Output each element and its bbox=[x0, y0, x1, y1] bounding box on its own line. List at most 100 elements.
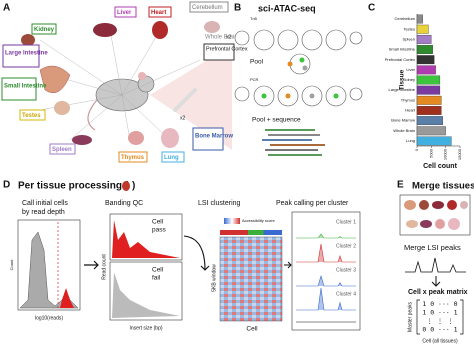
bar bbox=[416, 116, 443, 126]
step-title: Call initial cells bbox=[22, 200, 68, 207]
x-tick-label: 15000 bbox=[457, 148, 462, 160]
color-scale bbox=[224, 218, 240, 224]
group-label: Cell bbox=[152, 219, 164, 226]
tissue-label: Cerebellum bbox=[192, 5, 223, 11]
bar bbox=[416, 65, 436, 75]
panel-label: C bbox=[368, 3, 375, 14]
kidney-icon bbox=[21, 34, 35, 46]
label-box bbox=[192, 127, 224, 151]
axis-title: Tissue bbox=[399, 69, 406, 90]
multiplier: x2 bbox=[226, 34, 232, 40]
lines bbox=[39, 29, 201, 141]
x-tick-label: 0 bbox=[414, 148, 419, 151]
peak-tracks: Cluster 1 Cluster 2 Cluster 3 Cluster 4 bbox=[296, 219, 356, 323]
step-label: Pool bbox=[250, 59, 264, 66]
matrix-bracket bbox=[416, 299, 464, 335]
step-title: Peak calling per cluster bbox=[276, 200, 349, 207]
lung-icon bbox=[161, 128, 179, 148]
multiplier: x2 bbox=[180, 115, 186, 121]
label-box bbox=[148, 6, 172, 18]
axis-title: Cell bbox=[246, 326, 258, 333]
wells bbox=[234, 29, 363, 107]
tissue-label: Liver bbox=[117, 10, 132, 16]
category-label: Heart bbox=[405, 108, 416, 113]
category-label: Thymus bbox=[401, 97, 415, 102]
reads bbox=[262, 129, 325, 156]
label-box bbox=[189, 1, 229, 13]
merged-peaks bbox=[405, 257, 466, 273]
tissue-label: Testes bbox=[22, 113, 41, 119]
bar bbox=[416, 95, 442, 105]
histogram bbox=[19, 231, 79, 309]
panel-label: A bbox=[3, 3, 10, 14]
peak-track bbox=[296, 243, 356, 263]
tissue-label: Kidney bbox=[34, 27, 55, 33]
heart-icon bbox=[152, 21, 168, 39]
label-box bbox=[49, 143, 76, 155]
category-label: Bone Marrow bbox=[391, 118, 415, 123]
legend-title: Accessibility score bbox=[242, 218, 275, 223]
step-title: Cell x peak matrix bbox=[408, 289, 468, 296]
panel-label: B bbox=[234, 3, 241, 14]
plot-frame bbox=[291, 211, 361, 331]
bar bbox=[416, 126, 446, 136]
label-box bbox=[2, 44, 40, 68]
cluster-label: Cluster 4 bbox=[336, 291, 356, 297]
axis-title: Cell (all tissues) bbox=[422, 338, 458, 344]
cluster-label: Cluster 3 bbox=[336, 267, 356, 273]
bar bbox=[416, 24, 429, 34]
mouse-ear bbox=[138, 72, 146, 80]
step-label: Pool + sequence bbox=[252, 117, 301, 124]
arrow bbox=[284, 261, 292, 269]
step-title: by read depth bbox=[22, 209, 65, 216]
bar bbox=[416, 55, 435, 65]
label-box bbox=[161, 151, 185, 163]
intestine-icon bbox=[39, 65, 71, 94]
brain-icon bbox=[204, 21, 220, 33]
heatmap bbox=[219, 236, 283, 322]
arrow bbox=[84, 260, 99, 270]
peak-track bbox=[296, 274, 356, 287]
cluster-label: Cluster 2 bbox=[336, 243, 356, 249]
bar bbox=[416, 14, 423, 24]
tissue-label: Small Intestine bbox=[4, 84, 47, 90]
spleen-icon bbox=[72, 135, 92, 145]
bar-chart: 0 5000 10000 15000 Cerebellum Testes Spleen Sma… bbox=[385, 14, 462, 160]
tissue-label: Prefrontal Cortex bbox=[206, 46, 248, 52]
axis-title: Insert size (bp) bbox=[129, 325, 162, 331]
category-label: Spleen bbox=[403, 36, 415, 41]
tissue-label: Lung bbox=[164, 155, 179, 161]
axis-title: log10(reads) bbox=[35, 315, 63, 321]
category-label: Kidney bbox=[403, 77, 415, 82]
tissue-label: Spleen bbox=[52, 147, 72, 153]
category-label: Prefrontal Cortex bbox=[385, 57, 415, 62]
pass-histogram bbox=[112, 220, 180, 258]
cells bbox=[261, 57, 339, 99]
x-tick-label: 5000 bbox=[428, 148, 433, 158]
matrix-row: 0 0 ··· 1 bbox=[422, 326, 457, 334]
panel-title: Merge tissues bbox=[412, 181, 474, 192]
zoom-area bbox=[150, 45, 232, 150]
panel-title: Per tissue processing ( bbox=[18, 181, 129, 192]
group-label: Cell bbox=[152, 267, 164, 274]
axis-title: Cell count bbox=[423, 163, 458, 170]
histogram-cells bbox=[60, 288, 74, 308]
arrow bbox=[183, 235, 210, 271]
arrow bbox=[431, 276, 441, 287]
label-box bbox=[31, 23, 57, 35]
category-label: Cerebellum bbox=[395, 16, 416, 21]
axis-title: Read count bbox=[101, 254, 107, 280]
tissue-label: Whole Brain bbox=[205, 35, 238, 41]
matrix-row: 1 0 ··· 0 bbox=[422, 300, 457, 308]
testes-icon bbox=[54, 101, 70, 115]
peak-track bbox=[296, 233, 356, 239]
category-label: Liver bbox=[406, 67, 415, 72]
panel-label: E bbox=[397, 180, 404, 191]
step-title: LSI clustering bbox=[198, 200, 241, 207]
group-label: pass bbox=[152, 227, 166, 234]
plot-frame bbox=[17, 219, 81, 311]
category-label: Small Intestine bbox=[389, 47, 416, 52]
bone-icon bbox=[173, 88, 197, 112]
step-label: PCR bbox=[250, 77, 259, 82]
